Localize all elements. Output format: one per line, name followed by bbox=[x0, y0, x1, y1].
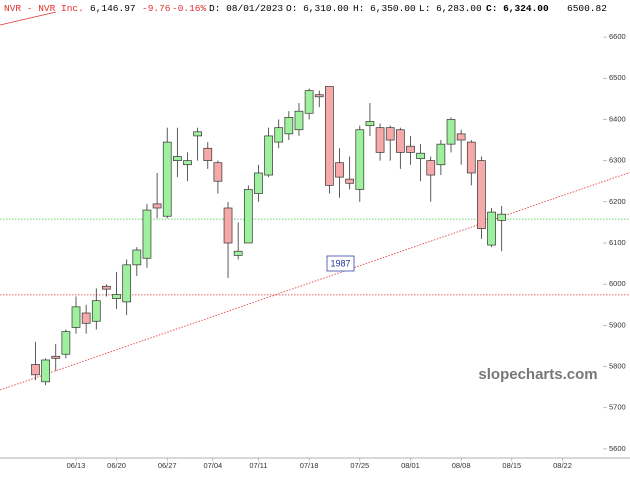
y-tick-label: 6600 bbox=[609, 32, 626, 41]
y-tick-label: 6500 bbox=[609, 73, 626, 82]
candle-body bbox=[304, 90, 314, 114]
candle-body bbox=[385, 127, 395, 141]
candle-body bbox=[264, 135, 273, 176]
candle-body bbox=[81, 312, 91, 324]
x-tick-label: 08/08 bbox=[452, 461, 471, 470]
candle-body bbox=[406, 145, 415, 153]
candle-body bbox=[41, 359, 50, 383]
extra: 6500.82 bbox=[567, 3, 607, 14]
y-tick-label: 6200 bbox=[609, 197, 626, 206]
close: C: 6,324.00 bbox=[486, 3, 549, 14]
candle-body bbox=[314, 94, 324, 98]
candle-body bbox=[294, 110, 304, 131]
watermark: slopecharts.com bbox=[478, 366, 597, 383]
candle-body bbox=[497, 213, 507, 221]
candle-body bbox=[112, 294, 121, 299]
date: D: 08/01/2023 bbox=[209, 3, 283, 14]
candle-body bbox=[446, 119, 456, 145]
x-tick-label: 06/13 bbox=[67, 461, 86, 470]
x-tick-label: 08/01 bbox=[401, 461, 420, 470]
y-tick-label: 5700 bbox=[609, 403, 626, 412]
candle-body bbox=[183, 160, 192, 166]
candle-body bbox=[477, 160, 486, 229]
candle-body bbox=[466, 141, 476, 174]
candle-body bbox=[325, 86, 334, 186]
candle-body bbox=[375, 127, 385, 153]
candle-body bbox=[487, 211, 496, 246]
annotation-box bbox=[326, 255, 355, 272]
candle-body bbox=[51, 355, 61, 359]
high: H: 6,350.00 bbox=[353, 3, 416, 14]
candle-body bbox=[31, 364, 40, 376]
candle-body bbox=[355, 129, 365, 190]
x-tick-label: 08/22 bbox=[553, 461, 572, 470]
candle-body bbox=[102, 285, 111, 290]
candle-body bbox=[345, 178, 355, 184]
x-tick-label: 06/20 bbox=[107, 461, 126, 470]
low: L: 6,283.00 bbox=[419, 3, 482, 14]
change-pct: -0.16% bbox=[172, 3, 207, 14]
y-tick-label: 5900 bbox=[609, 320, 626, 329]
candle-body bbox=[233, 250, 243, 256]
header: NVR - NVR Inc. 6,146.97 -9.76 -0.16% D: … bbox=[4, 3, 607, 14]
trendline bbox=[0, 171, 630, 391]
x-tick-label: 07/25 bbox=[350, 461, 369, 470]
candle-body bbox=[162, 141, 172, 217]
candle-body bbox=[436, 143, 446, 166]
y-tick-label: 6000 bbox=[609, 279, 626, 288]
candle-body bbox=[193, 131, 202, 137]
candle-body bbox=[203, 147, 213, 161]
candle-body bbox=[91, 300, 101, 322]
y-tick-label: 6400 bbox=[609, 114, 626, 123]
y-tick-label: 6100 bbox=[609, 238, 626, 247]
candle-body bbox=[335, 162, 344, 178]
candle-body bbox=[456, 133, 466, 141]
candle-body bbox=[223, 207, 233, 244]
candle-body bbox=[426, 160, 436, 176]
candle-body bbox=[122, 264, 132, 303]
candle-body bbox=[365, 121, 375, 126]
candle-body bbox=[243, 189, 253, 244]
candle-body bbox=[173, 156, 182, 161]
y-tick-label: 5800 bbox=[609, 362, 626, 371]
y-tick-label: 6300 bbox=[609, 156, 626, 165]
partial-line bbox=[0, 11, 57, 26]
last: 6,146.97 bbox=[90, 3, 136, 14]
candle-body bbox=[254, 172, 263, 194]
x-tick-label: 08/15 bbox=[502, 461, 521, 470]
open: O: 6,310.00 bbox=[286, 3, 349, 14]
candle-body bbox=[142, 209, 152, 259]
candle-body bbox=[132, 249, 142, 266]
x-tick-label: 07/11 bbox=[249, 461, 267, 470]
candle-body bbox=[395, 129, 405, 153]
candle-body bbox=[416, 152, 425, 159]
symbol: NVR - NVR Inc. bbox=[4, 3, 84, 14]
candle-body bbox=[274, 127, 284, 143]
y-tick-label: 5600 bbox=[609, 444, 626, 453]
candle-body bbox=[71, 306, 81, 328]
candle-body bbox=[213, 162, 223, 182]
x-tick-label: 07/04 bbox=[203, 461, 222, 470]
x-tick-label: 06/27 bbox=[158, 461, 177, 470]
candle-body bbox=[152, 203, 162, 209]
plot: 5600 5700 5800 5900 6000 6100 6200 6300 6400 6500… bbox=[0, 32, 630, 470]
annotation: 1987 bbox=[330, 258, 350, 268]
change: -9.76 bbox=[142, 3, 171, 14]
x-tick-label: 07/18 bbox=[300, 461, 319, 470]
candle-body bbox=[61, 331, 71, 355]
candle-body bbox=[284, 117, 294, 135]
